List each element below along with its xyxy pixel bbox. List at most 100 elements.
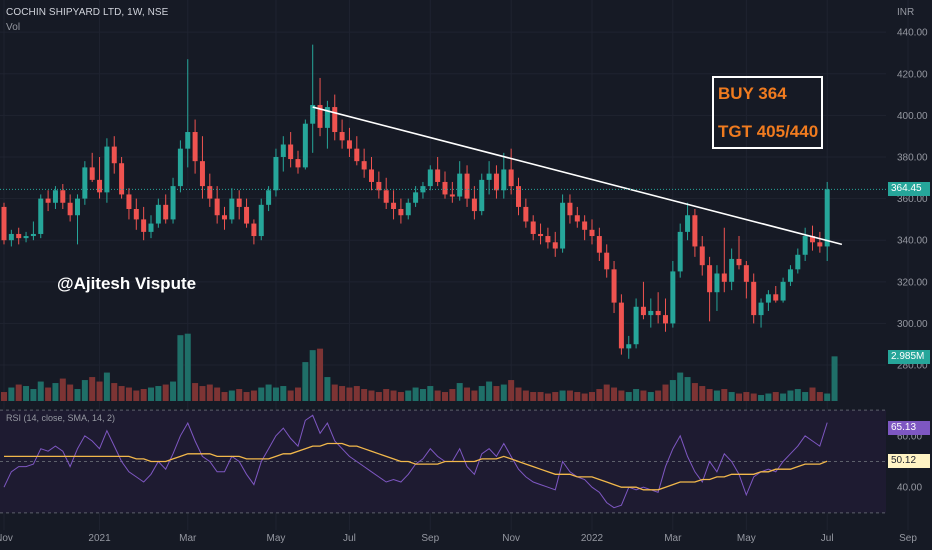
- volume-bar: [699, 386, 706, 401]
- volume-bar: [170, 381, 177, 401]
- candle: [751, 273, 757, 324]
- candle: [23, 231, 29, 243]
- volume-bar: [287, 390, 294, 401]
- volume-bar: [728, 392, 735, 401]
- candle: [582, 215, 588, 241]
- candle: [361, 148, 367, 178]
- candle: [67, 194, 73, 222]
- volume-bars: [1, 333, 838, 401]
- volume-bar: [74, 389, 81, 401]
- time-tick-label: Jul: [821, 533, 834, 544]
- candle: [493, 165, 499, 199]
- volume-bar: [493, 386, 500, 401]
- volume-bar: [67, 384, 74, 401]
- volume-bar: [206, 384, 213, 401]
- candle: [604, 244, 610, 278]
- candle: [427, 165, 433, 191]
- volume-bar: [603, 384, 610, 401]
- volume-bar: [736, 393, 742, 401]
- candle-body: [376, 181, 382, 191]
- volume-bar: [324, 377, 331, 401]
- candle-body: [751, 281, 757, 316]
- candle-body: [405, 202, 411, 216]
- volume-bar: [633, 389, 640, 401]
- volume-bar: [765, 393, 772, 401]
- candle-body: [516, 186, 521, 207]
- volume-bar: [199, 386, 206, 401]
- candle-body: [633, 306, 639, 345]
- volume-bar: [390, 390, 397, 401]
- candle: [30, 221, 36, 241]
- candle-body: [464, 173, 470, 199]
- volume-bar: [37, 381, 44, 401]
- volume-bar: [184, 333, 191, 401]
- symbol-title: COCHIN SHIPYARD LTD, 1W, NSE: [6, 7, 169, 18]
- price-tick-label: 280.00: [897, 361, 928, 372]
- candle-body: [207, 186, 213, 199]
- price-axis: 280.00 300.00 320.00 340.00 360.00 380.00 400.…: [897, 28, 928, 372]
- candle-body: [685, 215, 691, 232]
- candle-body: [317, 104, 323, 128]
- candle-body: [119, 163, 125, 195]
- candle: [229, 188, 235, 224]
- candle-body: [596, 236, 602, 253]
- candle: [721, 227, 727, 293]
- price-tick-label: 440.00: [897, 28, 928, 39]
- volume-bar: [464, 387, 471, 401]
- candle-body: [332, 107, 338, 133]
- volume-bar: [52, 383, 59, 401]
- volume-bar: [691, 383, 698, 401]
- time-tick-label: Mar: [664, 533, 682, 544]
- candle: [295, 150, 301, 174]
- candle: [346, 127, 352, 157]
- candle-body: [52, 190, 58, 203]
- rsi-panel: 40.00 60.00: [0, 409, 922, 514]
- candle-body: [663, 315, 668, 324]
- volume-bar: [713, 390, 720, 401]
- rsi-sma-badge: 50.12: [888, 454, 930, 468]
- candle-body: [192, 132, 198, 162]
- candle-body: [104, 146, 110, 193]
- volume-bar: [618, 390, 625, 401]
- candle: [663, 298, 668, 332]
- candle: [170, 177, 176, 224]
- candle: [104, 138, 110, 203]
- trade-setup-box: BUY 364 TGT 405/440: [712, 76, 823, 149]
- candle: [457, 161, 463, 201]
- volume-bar: [236, 389, 243, 401]
- candle: [148, 215, 154, 239]
- candle-body: [420, 186, 426, 193]
- candle-body: [229, 198, 235, 220]
- candle: [640, 281, 646, 320]
- candle-body: [493, 173, 499, 191]
- time-tick-label: Mar: [179, 533, 197, 544]
- candle: [38, 194, 44, 239]
- volume-bar: [148, 387, 154, 401]
- time-tick-label: Jul: [343, 533, 356, 544]
- candle: [339, 119, 345, 149]
- candle-body: [170, 186, 176, 220]
- last-price-badge: 364.45: [888, 182, 930, 196]
- candle-body: [383, 190, 389, 203]
- candle: [310, 44, 316, 153]
- candle-body: [199, 161, 205, 187]
- buy-level-text: BUY 364: [718, 84, 787, 103]
- volume-bar: [339, 386, 346, 401]
- candle-body: [280, 144, 286, 157]
- candle-body: [552, 242, 558, 249]
- price-tick-label: 300.00: [897, 319, 928, 330]
- candle-body: [148, 223, 154, 232]
- candle-body: [574, 215, 580, 222]
- candle: [222, 206, 227, 230]
- candle-body: [567, 202, 573, 216]
- candle: [626, 335, 632, 359]
- candle-body: [604, 252, 610, 270]
- candle-body: [692, 215, 698, 247]
- volume-bar: [522, 390, 529, 401]
- candle: [449, 181, 455, 203]
- candle-body: [736, 258, 742, 266]
- volume-bar: [486, 381, 493, 401]
- candle-body: [449, 194, 455, 197]
- candle: [354, 136, 360, 166]
- candle: [163, 194, 169, 224]
